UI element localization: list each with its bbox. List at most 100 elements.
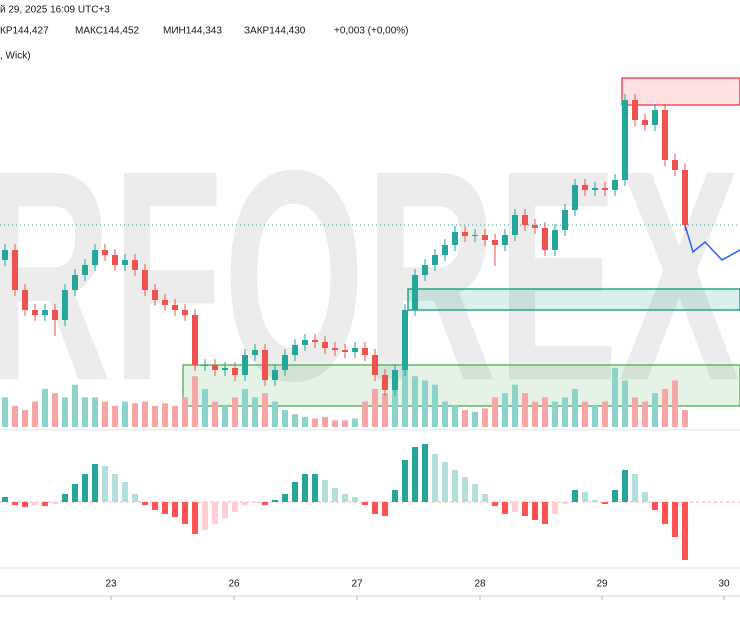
volume-bar bbox=[12, 405, 18, 427]
volume-bar bbox=[382, 393, 388, 427]
histogram-bar bbox=[492, 502, 498, 506]
candle-body bbox=[452, 232, 458, 245]
volume-bar bbox=[182, 397, 188, 427]
candle-body bbox=[242, 355, 248, 375]
candle-body bbox=[642, 120, 648, 125]
histogram-bar bbox=[42, 502, 48, 506]
candle-body bbox=[102, 250, 108, 255]
volume-bar bbox=[462, 410, 468, 427]
histogram-bar bbox=[392, 490, 398, 502]
histogram-bar bbox=[232, 502, 238, 512]
histogram-bar bbox=[222, 502, 228, 518]
volume-bar bbox=[432, 384, 438, 427]
candle-body bbox=[312, 340, 318, 342]
candle-body bbox=[462, 232, 468, 236]
header-close: ЗАКР144,430 bbox=[244, 26, 306, 37]
histogram-bar bbox=[482, 494, 488, 502]
histogram-bar bbox=[122, 482, 128, 502]
volume-bar bbox=[572, 388, 578, 427]
candle-body bbox=[672, 160, 678, 170]
histogram-bar bbox=[612, 490, 618, 502]
histogram-bar bbox=[432, 454, 438, 502]
candle-body bbox=[582, 185, 588, 190]
volume-bar bbox=[322, 416, 328, 427]
volume-bar bbox=[282, 410, 288, 427]
histogram-bar bbox=[462, 477, 468, 502]
candle-body bbox=[232, 368, 238, 375]
candle-body bbox=[392, 370, 398, 390]
histogram-bar bbox=[192, 502, 198, 534]
histogram-bar bbox=[412, 447, 418, 502]
histogram-bar bbox=[672, 502, 678, 537]
candle-body bbox=[152, 290, 158, 300]
candle-body bbox=[12, 250, 18, 290]
candle-body bbox=[22, 290, 28, 310]
histogram-bar bbox=[592, 500, 598, 502]
histogram-bar bbox=[212, 502, 218, 524]
candle-body bbox=[32, 310, 38, 315]
candle-body bbox=[182, 310, 188, 315]
candle-body bbox=[72, 275, 78, 290]
candle-body bbox=[112, 255, 118, 265]
candle-body bbox=[122, 260, 128, 265]
plot bbox=[0, 77, 740, 600]
candle-body bbox=[512, 215, 518, 235]
volume-bar bbox=[122, 401, 128, 427]
volume-bar bbox=[52, 393, 58, 427]
histogram-bar bbox=[292, 482, 298, 502]
candle-body bbox=[402, 310, 408, 370]
candle-body bbox=[282, 355, 288, 370]
volume-bar bbox=[602, 401, 608, 427]
x-tick-label: 29 bbox=[596, 579, 608, 590]
volume-bar bbox=[592, 405, 598, 427]
header-change: +0,003 (+0,00%) bbox=[334, 26, 409, 37]
candle-body bbox=[222, 368, 228, 370]
volume-bar bbox=[342, 420, 348, 427]
candle-body bbox=[42, 310, 48, 315]
header-low: МИН144,343 bbox=[163, 26, 222, 37]
candle-body bbox=[142, 270, 148, 290]
candle-body bbox=[592, 188, 598, 190]
histogram-bar bbox=[622, 470, 628, 502]
x-tick-label: 27 bbox=[351, 579, 363, 590]
histogram-bar bbox=[152, 502, 158, 510]
histogram-bar bbox=[342, 494, 348, 502]
histogram-bar bbox=[422, 444, 428, 502]
volume-bar bbox=[142, 401, 148, 427]
histogram-bar bbox=[602, 502, 608, 504]
candle-body bbox=[372, 355, 378, 375]
volume-bar bbox=[482, 408, 488, 427]
candle-body bbox=[2, 250, 8, 260]
candle-body bbox=[272, 370, 278, 380]
volume-bar bbox=[452, 405, 458, 427]
histogram-bar bbox=[102, 466, 108, 502]
volume-bar bbox=[522, 393, 528, 427]
histogram-bar bbox=[172, 502, 178, 517]
histogram-bar bbox=[32, 502, 38, 505]
volume-bar bbox=[222, 405, 228, 427]
candle-body bbox=[342, 350, 348, 352]
forecast-line bbox=[684, 224, 740, 261]
histogram-bar bbox=[402, 460, 408, 502]
candle-body bbox=[572, 185, 578, 210]
volume-bar bbox=[492, 397, 498, 427]
volume-bar bbox=[272, 401, 278, 427]
histogram-bar bbox=[132, 494, 138, 502]
histogram-bar bbox=[552, 502, 558, 514]
zone bbox=[407, 288, 740, 311]
histogram-bar bbox=[582, 492, 588, 502]
candle-body bbox=[502, 235, 508, 245]
candle-body bbox=[532, 225, 538, 228]
candle-body bbox=[132, 260, 138, 270]
volume-bar bbox=[442, 401, 448, 427]
histogram-bar bbox=[532, 502, 538, 520]
histogram-bar bbox=[322, 480, 328, 502]
header-datetime: й 29, 2025 16:09 UTC+3 bbox=[0, 5, 110, 16]
x-tick-label: 30 bbox=[718, 579, 730, 590]
candle-body bbox=[92, 250, 98, 265]
volume-bar bbox=[372, 388, 378, 427]
volume-bar bbox=[652, 393, 658, 427]
volume-bar bbox=[132, 403, 138, 427]
